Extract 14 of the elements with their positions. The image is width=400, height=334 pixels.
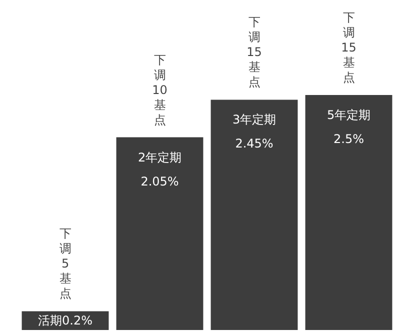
bar bbox=[305, 95, 392, 330]
annotation: 下调10基点 bbox=[152, 52, 168, 127]
bar bbox=[210, 100, 298, 330]
annotation: 下调15基点 bbox=[246, 15, 262, 90]
x-tick-label: 2年定期 bbox=[138, 150, 182, 164]
data-label: 2.05% bbox=[140, 174, 179, 188]
x-tick-label: 3年定期 bbox=[232, 112, 276, 127]
annotation: 下调15基点 bbox=[341, 10, 356, 84]
category-label: 活期0.2% bbox=[38, 314, 92, 328]
annotation: 下调5基点 bbox=[59, 226, 72, 301]
x-tick-label: 5年定期 bbox=[326, 108, 371, 122]
data-label: 2.5% bbox=[334, 132, 364, 146]
data-label: 2.45% bbox=[235, 136, 274, 151]
bar bbox=[116, 137, 204, 330]
